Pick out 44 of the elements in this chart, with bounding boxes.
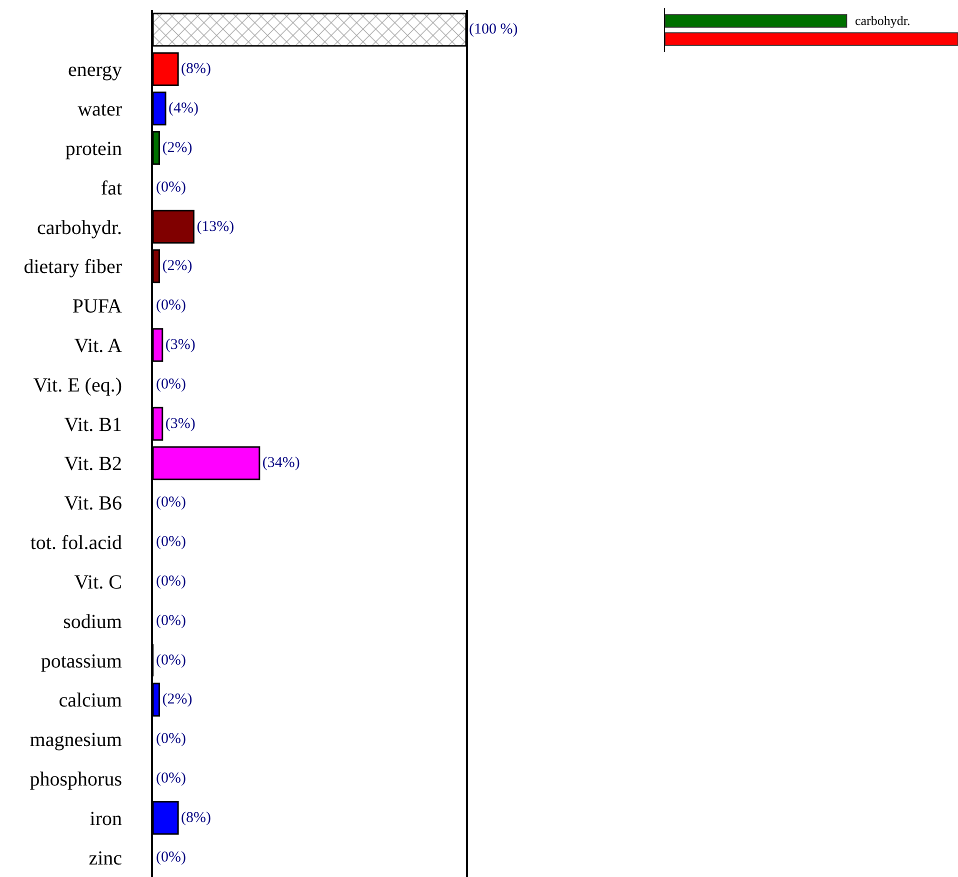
- data-label: (3%): [165, 336, 196, 353]
- data-label: (0%): [156, 731, 186, 748]
- data-label: (2%): [162, 258, 192, 274]
- y-tick-label: tot. fol.acid: [30, 532, 122, 554]
- y-tick-label: sodium: [63, 610, 122, 633]
- y-tick-label: energy: [68, 59, 122, 82]
- data-label: (0%): [156, 849, 186, 866]
- data-label: (0%): [156, 376, 186, 392]
- data-label: (0%): [156, 612, 186, 629]
- data-label: (0%): [156, 179, 186, 196]
- data-label: (0%): [156, 770, 186, 786]
- y-tick-label: fat: [100, 177, 122, 200]
- data-label: (8%): [181, 61, 212, 78]
- data-label: (0%): [156, 652, 186, 668]
- y-tick-label: iron: [90, 808, 122, 830]
- data-label: (2%): [162, 140, 192, 156]
- y-tick-label: Vit. B1: [64, 414, 122, 436]
- data-label: (2%): [162, 692, 192, 708]
- y-tick-label: Vit. C: [74, 571, 122, 594]
- y-tick-label: Vit. B6: [64, 492, 122, 515]
- data-label: (100 %): [469, 22, 518, 38]
- data-label: (0%): [156, 494, 186, 511]
- y-tick-label: phosphorus: [30, 768, 122, 790]
- y-tick-label: Vit. E (eq.): [33, 374, 122, 396]
- y-tick-label: water: [78, 98, 122, 121]
- y-tick-label: magnesium: [30, 729, 122, 752]
- y-tick-label: Vit. B2: [64, 453, 122, 476]
- data-label: (8%): [181, 810, 212, 826]
- data-label: (4%): [168, 100, 199, 117]
- y-tick-label: dietary fiber: [24, 256, 122, 278]
- y-tick-label: PUFA: [72, 296, 123, 318]
- data-label: (13%): [196, 218, 234, 235]
- data-label: (0%): [156, 573, 186, 590]
- y-tick-label: potassium: [40, 650, 122, 672]
- series-label: carbohydr.: [855, 13, 910, 28]
- data-label: (0%): [156, 298, 186, 314]
- y-tick-label: zinc: [88, 847, 122, 870]
- data-label: (0%): [156, 534, 186, 550]
- y-tick-label: carbohydr.: [37, 216, 122, 239]
- y-tick-label: calcium: [58, 690, 122, 712]
- y-tick-label: Vit. A: [74, 334, 123, 357]
- y-tick-label: protein: [65, 138, 122, 160]
- data-label: (3%): [165, 416, 196, 432]
- data-label: (34%): [262, 455, 300, 472]
